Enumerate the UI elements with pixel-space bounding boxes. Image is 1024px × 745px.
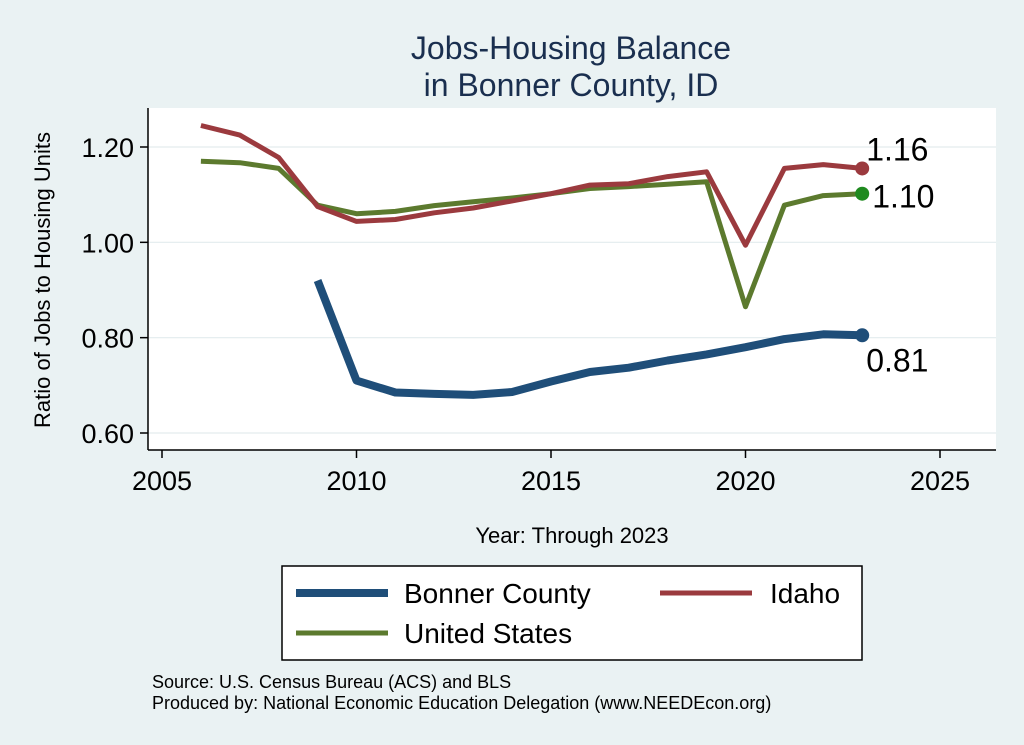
legend-label-idaho: Idaho: [770, 578, 840, 609]
end-label-united-states: 1.10: [872, 179, 934, 215]
legend-label-united-states: United States: [404, 618, 572, 649]
plot-area: [148, 108, 996, 450]
x-tick-label-1: 2010: [326, 466, 386, 496]
end-markers: [855, 161, 870, 343]
y-tick-label-2: 1.00: [81, 228, 134, 258]
chart-title-line-2: in Bonner County, ID: [424, 67, 719, 103]
x-tick-label-4: 2025: [910, 466, 970, 496]
x-tick-label-3: 2020: [715, 466, 775, 496]
y-tick-label-1: 0.80: [81, 324, 134, 354]
legend-label-bonner-county: Bonner County: [404, 578, 591, 609]
end-marker-idaho: [855, 161, 870, 176]
series-line-bonner-county: [313, 279, 863, 399]
source-note: Source: U.S. Census Bureau (ACS) and BLS: [152, 672, 511, 692]
produced-by-note: Produced by: National Economic Education…: [152, 693, 771, 713]
legend-box: [281, 565, 863, 661]
series-line-idaho: [200, 123, 863, 248]
end-marker-bonner-county: [855, 328, 870, 343]
axes: 0.60 0.80 1.00 1.20 2005 2010 2015 2020 2025: [81, 108, 996, 496]
end-label-idaho: 1.16: [866, 131, 928, 167]
chart-title-line-1: Jobs-Housing Balance: [411, 30, 731, 66]
end-label-bonner-county: 0.81: [866, 342, 928, 378]
x-tick-label-0: 2005: [132, 466, 192, 496]
series-lines: [200, 123, 863, 399]
end-marker-united-states: [855, 186, 870, 201]
x-tick-label-2: 2015: [521, 466, 581, 496]
y-axis-title: Ratio of Jobs to Housing Units: [30, 132, 55, 428]
end-labels: 0.81 1.16 1.10: [866, 131, 934, 378]
y-tick-label-3: 1.20: [81, 133, 134, 163]
y-tick-label-0: 0.60: [81, 419, 134, 449]
x-axis-title: Year: Through 2023: [475, 523, 668, 548]
legend: Bonner County Idaho United States: [281, 565, 863, 661]
